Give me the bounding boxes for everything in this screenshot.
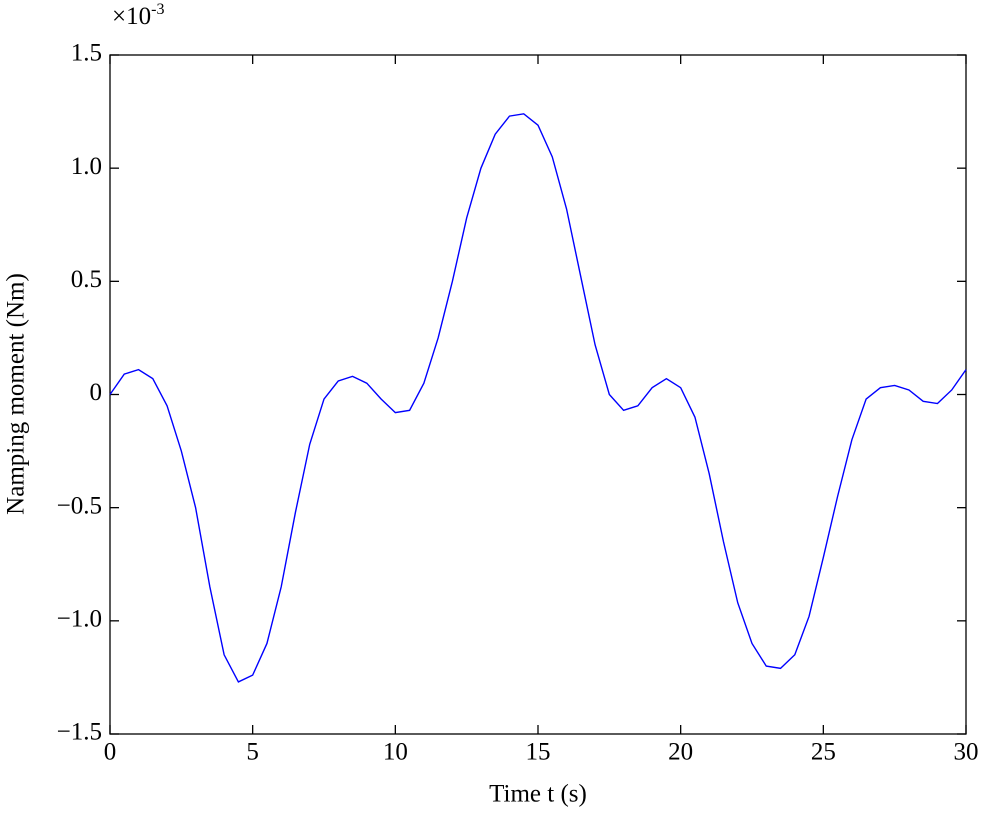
x-tick-label: 15 [526,739,551,766]
y-tick-label: −1.0 [57,606,102,633]
y-tick-label: 1.5 [71,40,102,67]
x-tick-label: 25 [811,739,836,766]
x-tick-label: 10 [383,739,408,766]
plot-frame [109,54,967,735]
x-tick-label: 0 [104,739,117,766]
x-tick-label: 20 [668,739,693,766]
multiplier-base: ×10 [112,3,151,30]
x-tick-label: 30 [954,739,979,766]
y-tick-label: 1.0 [71,153,102,180]
y-multiplier: ×10-3 [112,1,164,30]
x-axis-label: Time t (s) [489,781,587,808]
multiplier-exponent: -3 [151,1,164,18]
y-tick-label: 0.5 [71,266,102,293]
x-tick-label: 5 [246,739,259,766]
y-axis-label: Namping moment (Nm) [3,273,30,515]
y-tick-label: 0 [90,379,103,406]
data-line [109,113,967,683]
y-tick-label: −0.5 [57,492,102,519]
y-tick-label: −1.5 [57,719,102,746]
